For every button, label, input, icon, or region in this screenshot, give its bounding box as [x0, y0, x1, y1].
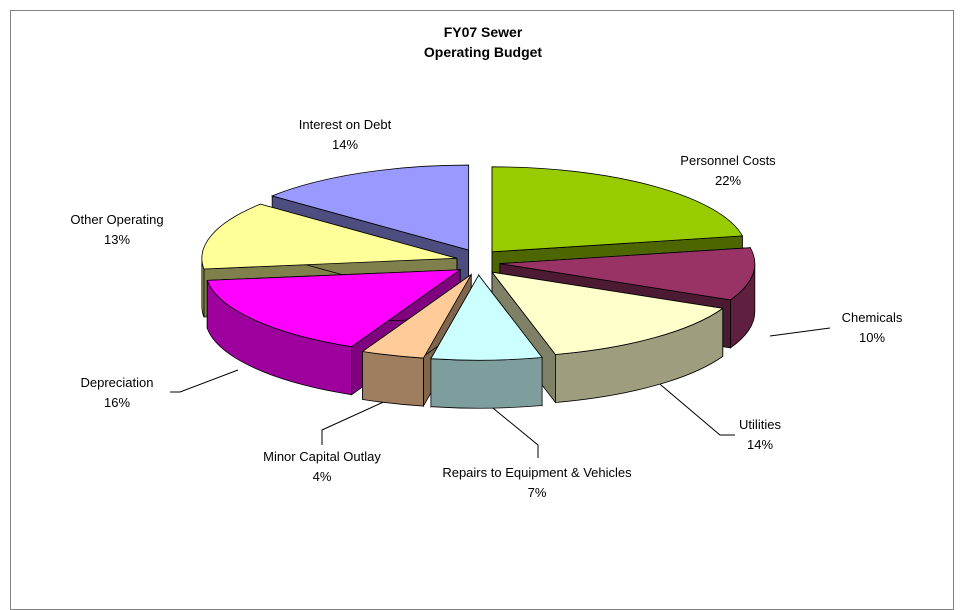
data-label: Minor Capital Outlay 4% — [222, 447, 422, 487]
leader-line — [170, 369, 239, 393]
data-label: Repairs to Equipment & Vehicles 7% — [442, 463, 632, 503]
label-value: 13% — [103, 232, 131, 247]
label-name: Interest on Debt — [298, 117, 392, 132]
data-label: Utilities 14% — [700, 415, 820, 455]
slice — [499, 247, 756, 301]
pie — [201, 164, 756, 409]
slice — [491, 271, 724, 355]
label-name: Minor Capital Outlay — [263, 449, 381, 464]
label-value: 4% — [312, 469, 332, 484]
slice — [430, 274, 543, 361]
label-value: 7% — [527, 485, 547, 500]
slice — [201, 203, 457, 270]
label-value: 14% — [746, 437, 774, 452]
data-label: Other Operating 13% — [37, 210, 197, 250]
slice — [361, 274, 472, 359]
label-name: Depreciation — [80, 375, 154, 390]
label-name: Utilities — [739, 417, 781, 432]
leader-line — [654, 379, 735, 436]
chart-title: FY07 Sewer Operating Budget — [423, 24, 543, 60]
label-value: 16% — [103, 395, 131, 410]
chart — [170, 164, 831, 458]
leader-lines — [170, 327, 831, 458]
label-name: Repairs to Equipment & Vehicles — [442, 465, 632, 480]
label-value: 22% — [714, 173, 742, 188]
leader-line — [487, 403, 539, 458]
label-value: 14% — [331, 137, 359, 152]
data-label: Depreciation 16% — [37, 373, 197, 413]
data-label: Personnel Costs 22% — [628, 151, 828, 191]
slice-wall — [362, 350, 424, 407]
page: FY07 Sewer Operating Budget Personnel Co… — [10, 10, 954, 610]
label-name: Personnel Costs — [680, 153, 776, 168]
slice — [270, 164, 470, 251]
data-label: Chemicals 10% — [812, 308, 932, 348]
slice-wall — [430, 357, 543, 409]
leader-line — [769, 327, 831, 337]
label-name: Chemicals — [841, 310, 903, 325]
slice — [491, 166, 744, 253]
label-value: 10% — [858, 330, 886, 345]
data-label: Interest on Debt 14% — [265, 115, 425, 155]
slice — [206, 269, 462, 348]
leader-line — [321, 399, 389, 445]
label-name: Other Operating — [70, 212, 164, 227]
